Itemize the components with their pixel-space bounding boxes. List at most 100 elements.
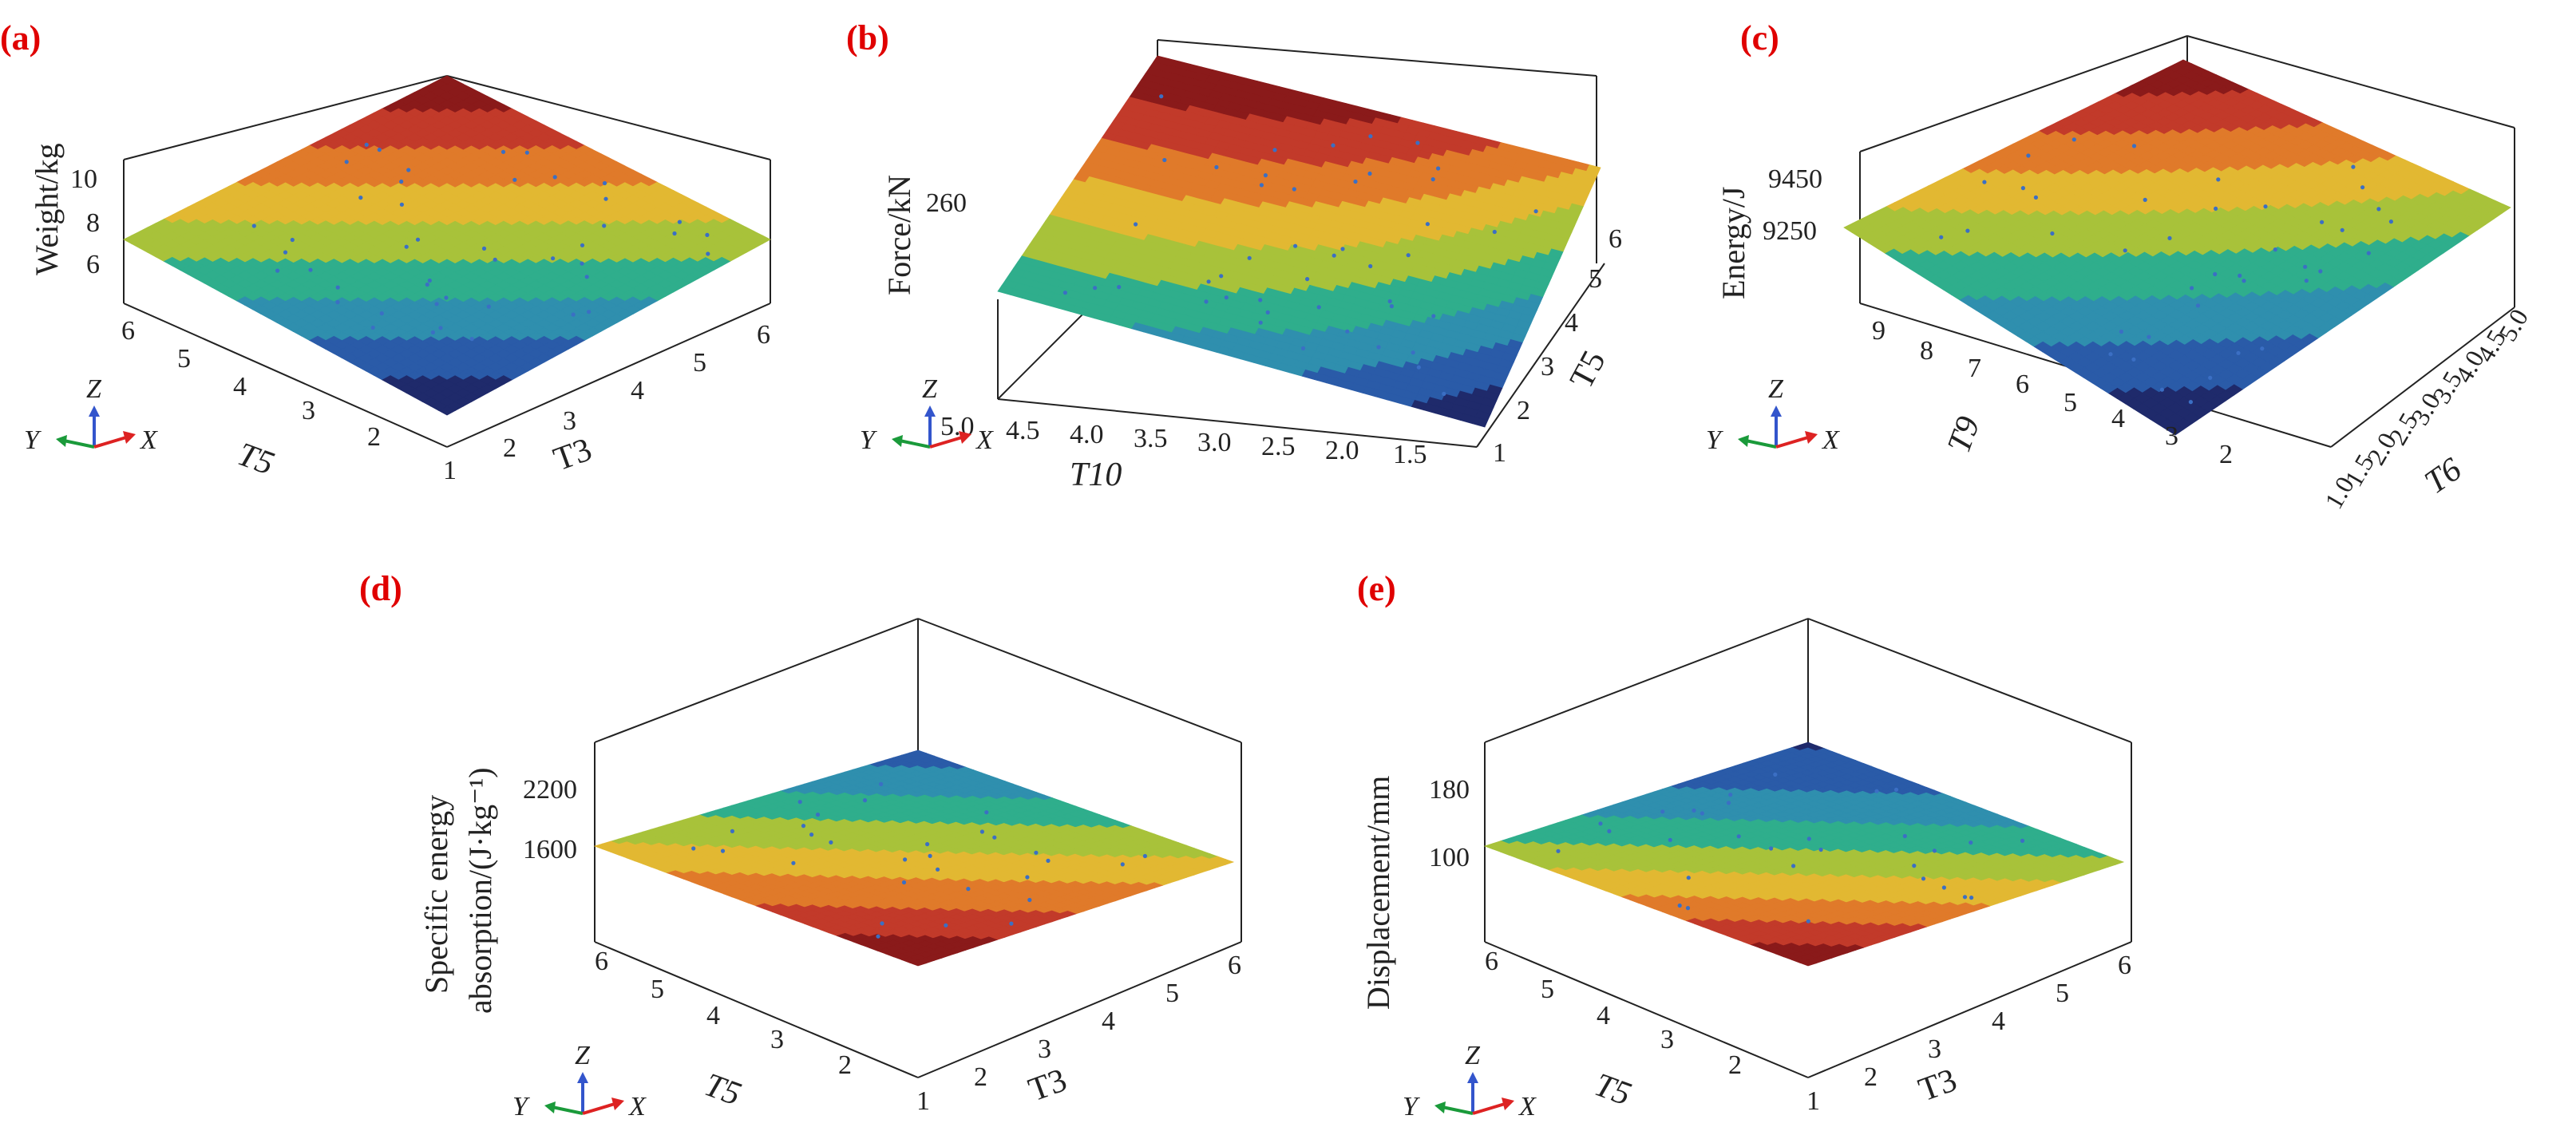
panel-c-sample-point (2236, 350, 2241, 355)
panel-b-sample-point (1305, 277, 1310, 282)
panel-a-sample-point (358, 196, 363, 200)
panel-a-sample-point (486, 304, 491, 309)
panel-b-xtick: 1.5 (1393, 440, 1427, 469)
panel-a-ytick: 4 (233, 372, 247, 401)
panel-c-sample-point (2108, 352, 2113, 357)
panel-c-sample-point (2303, 264, 2308, 269)
panel-b-triad-y: Y (860, 425, 877, 455)
panel-c-sample-point (2050, 231, 2055, 236)
panel-b-sample-point (1062, 291, 1067, 295)
panel-a-sample-point (706, 251, 710, 256)
panel-b-triad-x: X (975, 425, 994, 455)
panel-a-sample-point (425, 282, 429, 287)
panel-a-triad-x: X (139, 425, 158, 455)
panel-a-sample-point (308, 267, 313, 272)
panel-a-ztick: 10 (70, 164, 97, 194)
panel-b-ytick: 6 (1609, 224, 1622, 254)
panel-a-zticks: 10 8 6 (70, 164, 100, 279)
panel-a-sample-point (580, 261, 584, 266)
panel-c-sample-point (2208, 375, 2213, 380)
panel-c-ztick: 9250 (1763, 216, 1817, 246)
panel-c-sample-point (2351, 164, 2356, 169)
panel-b-sample-point (1247, 255, 1252, 260)
panel-b-sample-point (1214, 164, 1219, 170)
panel-a-ytick: 5 (177, 344, 191, 374)
panel-a-sample-point (493, 257, 497, 262)
panel-c-sample-point (2366, 251, 2371, 255)
panel-c-label: (c) (1740, 18, 1779, 57)
panel-a-sample-point (275, 268, 280, 273)
panel-a-sample-point (377, 148, 382, 152)
panel-b-sample-point (1159, 94, 1164, 99)
panel-a-xticks: 2 3 4 5 6 (503, 320, 770, 463)
panel-b-sample-point (1292, 187, 1296, 192)
panel-b-sample-point (1376, 345, 1381, 350)
panel-a-sample-point (335, 300, 340, 305)
panel-b-ytick: 5 (1589, 264, 1602, 294)
panel-a-sample-point (335, 285, 340, 290)
panel-a-ytick: 6 (121, 316, 135, 346)
panel-a-sample-point (438, 326, 443, 330)
panel-a-xtick: 5 (693, 348, 706, 378)
panel-b-triad-z: Z (922, 374, 938, 404)
panel-a-sample-point (571, 312, 576, 317)
panel-b-surface (997, 55, 1601, 428)
panel-b-sample-point (1416, 365, 1421, 370)
panel-a-xtick: 2 (503, 433, 516, 463)
panel-b-sample-point (1345, 329, 1350, 334)
panel-b-ztick: 260 (926, 188, 967, 218)
panel-a-sample-point (587, 310, 592, 314)
panel-a-sample-point (602, 223, 607, 228)
panel-c-sample-point (2159, 387, 2164, 392)
panel-a-sample-point (344, 160, 349, 164)
panel-c-sample-point (2318, 269, 2323, 274)
panel-c-sample-point (2376, 207, 2381, 212)
panel-b-sample-point (1332, 253, 1336, 258)
panel-a-sample-point (602, 180, 607, 186)
panel-a-sample-point (672, 231, 677, 236)
panel-c-sample-point (2188, 400, 2193, 405)
panel-b-sample-point (1265, 310, 1270, 314)
panel-c-sample-point (1965, 228, 1970, 233)
panel-b-sample-point (1442, 391, 1446, 396)
panel-a-sample-point (406, 168, 411, 172)
panel-b-sample-point (1406, 253, 1411, 258)
panel-b-sample-point (1411, 350, 1415, 355)
panel-a-sample-point (434, 302, 439, 307)
panel-b-sample-point (1387, 299, 1392, 304)
panel-b-xtick: 3.5 (1134, 424, 1168, 453)
panel-a-sample-point (251, 223, 256, 228)
panel-b-sample-point (1117, 285, 1122, 290)
panel-b-sample-point (1272, 148, 1277, 152)
panel-b-zlabel: Force/kN (881, 175, 917, 295)
panel-b-xtick: 2.0 (1325, 436, 1359, 465)
panel-c-sample-point (2216, 177, 2221, 182)
panel-a-xtick: 6 (757, 320, 770, 350)
panel-a-triad-z: Z (86, 374, 102, 404)
panel-b-xtick: 3.0 (1197, 428, 1232, 457)
panel-a-triad: Z Y X (24, 374, 158, 455)
panel-b-xtick: 5.0 (940, 412, 975, 441)
panel-b-xlabel: T10 (1070, 457, 1122, 493)
panel-c-sample-point (2190, 286, 2194, 291)
panel-a-patch (438, 405, 456, 416)
panel-a-label: (a) (0, 18, 41, 57)
panel-c-sample-point (2195, 303, 2201, 308)
panel-a-sample-point (677, 220, 683, 224)
panel-c-sample-point (2026, 153, 2031, 158)
panel-c-sample-point (2388, 220, 2393, 224)
panel-c-sample-point (1982, 180, 1987, 184)
panel-a-ylabel: T5 (233, 436, 279, 482)
panel-c-sample-point (2020, 186, 2025, 191)
panel-c-sample-point (2123, 248, 2127, 253)
panel-c-sample-point (2213, 271, 2218, 277)
panel-a-ytick: 2 (367, 422, 381, 452)
panel-a-xtick: 4 (631, 376, 644, 405)
panel-b-sample-point (1258, 320, 1263, 325)
panel-a-ytick: 3 (302, 396, 315, 425)
panel-a-sample-point (379, 311, 384, 316)
panel-c-sample-point (2340, 227, 2345, 232)
panel-b: (b) 260 Force/kN 5.0 4.5 4.0 3.5 3.0 2.5… (846, 18, 1622, 493)
panel-a-sample-point (364, 142, 369, 147)
panel-a-sample-point (399, 202, 404, 207)
